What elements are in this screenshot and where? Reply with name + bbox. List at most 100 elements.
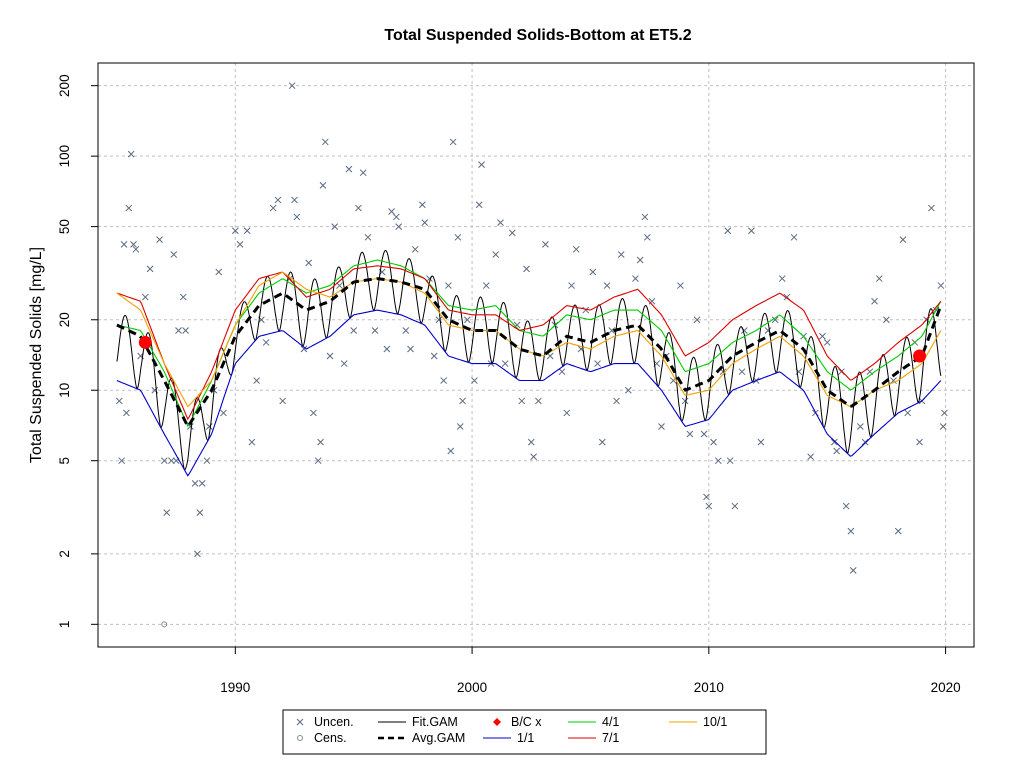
obs-point-censored <box>161 621 168 628</box>
obs-point-uncensored <box>700 430 708 438</box>
obs-point-uncensored <box>598 438 606 446</box>
y-tick-label: 100 <box>57 145 72 168</box>
obs-point-uncensored <box>454 233 462 241</box>
legend-label: Avg.GAM <box>412 731 465 745</box>
obs-point-uncensored <box>830 438 838 446</box>
obs-point-uncensored <box>842 502 850 510</box>
obs-point-uncensored <box>293 213 301 221</box>
obs-point-uncensored <box>648 297 656 305</box>
obs-point-uncensored <box>523 265 530 273</box>
y-tick-label: 20 <box>57 312 72 327</box>
obs-point-uncensored <box>205 423 213 430</box>
obs-point-uncensored <box>314 457 322 465</box>
obs-point-uncensored <box>141 293 149 301</box>
obs-point-uncensored <box>248 438 256 446</box>
x-axis: 1990 2000 2010 2020 <box>220 647 961 695</box>
y-tick-label: 10 <box>57 383 72 398</box>
obs-point-uncensored <box>160 457 168 465</box>
obs-point-uncensored <box>350 327 358 334</box>
obs-point-uncensored <box>807 453 814 461</box>
obs-point-uncensored <box>636 256 644 264</box>
obs-point-uncensored <box>456 423 464 430</box>
legend-label: Uncen. <box>314 715 354 729</box>
y-tick-label: 2 <box>57 550 72 558</box>
obs-point-uncensored <box>168 457 175 465</box>
y-axis-label: Total Suspended Solids [mg/L] <box>28 247 45 463</box>
bc-point <box>913 349 927 363</box>
bc-points <box>138 335 927 363</box>
obs-point-uncensored <box>941 409 948 417</box>
obs-point-uncensored <box>435 316 443 324</box>
y-tick-label: 5 <box>57 457 72 465</box>
obs-point-uncensored <box>833 447 841 455</box>
legend-label: 1/1 <box>517 731 534 745</box>
obs-point-uncensored <box>163 509 171 516</box>
obs-point-uncensored <box>253 377 260 384</box>
legend-label: 4/1 <box>602 715 619 729</box>
grid-lines <box>98 63 974 647</box>
obs-point-uncensored <box>890 377 897 384</box>
legend-symbol <box>493 718 501 726</box>
obs-point-uncensored <box>203 457 211 465</box>
obs-point-uncensored <box>608 327 616 334</box>
obs-point-uncensored <box>726 457 734 465</box>
obs-point-uncensored <box>331 223 339 230</box>
legend-symbol <box>297 735 303 741</box>
y-axis: 1 2 5 10 20 50 100 200 <box>57 74 98 628</box>
legend-label: B/C x <box>511 715 542 729</box>
obs-point-uncensored <box>710 438 717 446</box>
obs-point-uncensored <box>482 282 490 289</box>
obs-point-uncensored <box>231 227 239 235</box>
obs-point-uncensored <box>508 229 516 237</box>
obs-point-uncensored <box>364 233 372 241</box>
obs-point-uncensored <box>296 718 304 726</box>
obs-point-uncensored <box>449 138 457 146</box>
obs-point-uncensored <box>883 316 890 324</box>
series-line-4-1 <box>116 259 942 428</box>
obs-point-uncensored <box>274 196 282 204</box>
obs-point-uncensored <box>300 345 308 353</box>
obs-point-uncensored <box>220 409 227 417</box>
obs-point-uncensored <box>182 327 189 334</box>
obs-point-uncensored <box>714 457 722 465</box>
obs-point-uncensored <box>120 240 128 248</box>
obs-point-uncensored <box>705 502 713 510</box>
y-tick-label: 200 <box>57 74 72 97</box>
obs-point-uncensored <box>849 567 857 574</box>
obs-point-uncensored <box>703 493 710 501</box>
obs-point-uncensored <box>589 268 597 276</box>
legend-item-cens-: Cens. <box>297 731 347 745</box>
obs-point-uncensored <box>757 438 765 446</box>
obs-point-uncensored <box>118 457 126 465</box>
obs-point-uncensored <box>340 360 348 367</box>
obs-point-uncensored <box>681 397 689 405</box>
obs-point-uncensored <box>115 397 123 405</box>
obs-point-uncensored <box>175 327 182 334</box>
observations <box>115 82 948 628</box>
obs-point-uncensored <box>132 245 140 253</box>
legend-label: Fit.GAM <box>412 715 458 729</box>
obs-point-uncensored <box>359 169 367 177</box>
obs-point-uncensored <box>319 182 327 189</box>
obs-point-uncensored <box>471 377 478 384</box>
obs-point-uncensored <box>572 245 580 253</box>
obs-point-uncensored <box>419 201 426 209</box>
obs-point-uncensored <box>447 447 455 455</box>
obs-point-uncensored <box>686 430 694 438</box>
chart-title: Total Suspended Solids-Bottom at ET5.2 <box>384 27 691 44</box>
obs-point-uncensored <box>463 316 471 324</box>
bc-point <box>138 335 152 349</box>
obs-point-uncensored <box>641 213 649 221</box>
obs-point-uncensored <box>198 480 206 487</box>
obs-point-uncensored <box>179 293 187 301</box>
obs-point-uncensored <box>542 240 549 248</box>
obs-point-uncensored <box>894 527 902 535</box>
obs-point-uncensored <box>478 161 485 168</box>
obs-point-uncensored <box>395 223 403 230</box>
obs-point-uncensored <box>146 265 154 273</box>
series-line-7-1 <box>116 265 942 421</box>
obs-point-uncensored <box>518 397 526 405</box>
obs-point-uncensored <box>582 306 590 314</box>
obs-point-uncensored <box>899 236 907 243</box>
